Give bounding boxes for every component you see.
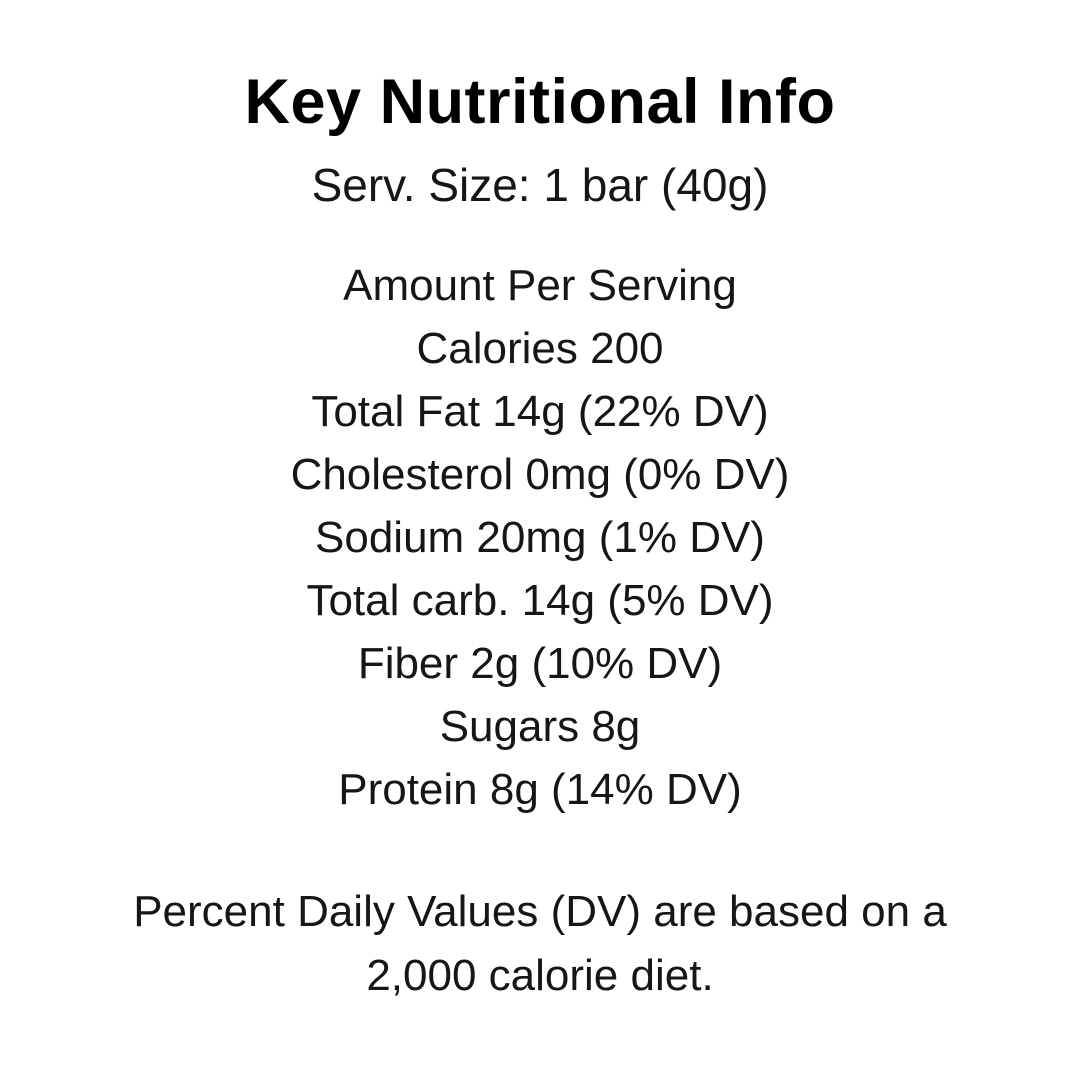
nutrition-line-protein: Protein 8g (14% DV) xyxy=(338,765,742,814)
amount-per-serving-label: Amount Per Serving xyxy=(343,261,737,310)
nutrition-line-cholesterol: Cholesterol 0mg (0% DV) xyxy=(290,450,790,499)
daily-values-footnote: Percent Daily Values (DV) are based on a… xyxy=(0,880,1080,1008)
nutrition-line-calories: Calories 200 xyxy=(416,324,664,373)
nutrition-line-fiber: Fiber 2g (10% DV) xyxy=(357,639,723,688)
nutrition-line-sugars: Sugars 8g xyxy=(439,702,641,751)
nutrition-line-total-fat: Total Fat 14g (22% DV) xyxy=(311,387,769,436)
page-title: Key Nutritional Info xyxy=(244,67,836,137)
nutrition-facts-list: Amount Per Serving Calories 200 Total Fa… xyxy=(0,254,1080,821)
serving-size-text: Serv. Size: 1 bar (40g) xyxy=(311,159,769,211)
footnote-line-1: Percent Daily Values (DV) are based on a xyxy=(133,887,947,936)
nutrition-line-sodium: Sodium 20mg (1% DV) xyxy=(315,513,765,562)
footnote-line-2: 2,000 calorie diet. xyxy=(366,951,714,1000)
nutrition-line-total-carb: Total carb. 14g (5% DV) xyxy=(306,576,774,625)
